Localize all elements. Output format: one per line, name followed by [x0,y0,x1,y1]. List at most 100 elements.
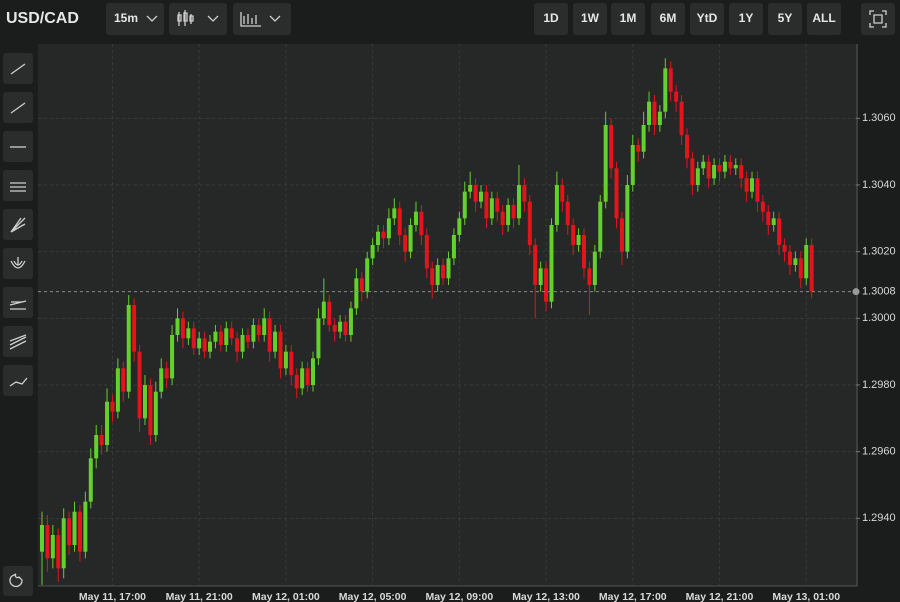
candle-body [679,101,684,135]
range-button[interactable]: YtD [690,3,724,35]
y-tick-label: 1.2960 [862,446,896,458]
range-label[interactable]: 1D [543,11,559,25]
button[interactable] [729,3,763,35]
candle-body [544,268,549,302]
candle-body [614,168,619,219]
range-button[interactable]: 5Y [768,3,802,35]
tool-icon[interactable] [9,300,27,310]
range-label[interactable]: 1W [581,11,600,25]
candle-body [424,235,429,269]
candle-body [576,235,581,245]
candle-body [587,268,592,285]
x-tick-label: May 12, 05:00 [339,591,407,602]
candle-body [641,125,646,152]
button[interactable] [233,3,291,35]
candle-body [630,145,635,185]
tool-button[interactable] [3,170,33,201]
indicator-select[interactable] [233,3,291,35]
candle-body [327,301,332,325]
range-button[interactable]: 6M [651,3,685,35]
candle-body [527,201,532,245]
tool-button[interactable] [3,365,33,396]
candle-body [473,185,478,202]
button[interactable] [807,3,841,35]
x-tick-label: May 12, 21:00 [686,591,754,602]
candle-body [652,101,657,125]
candle-body [717,165,722,172]
candle-body [733,165,738,169]
chevron [207,15,219,22]
candle-body [386,218,391,239]
candle-body [61,518,66,569]
range-label[interactable]: YtD [697,11,718,25]
candle-body [750,178,755,192]
range-button[interactable]: 1D [534,3,568,35]
range-label[interactable]: ALL [812,11,835,25]
range-button[interactable]: ALL [807,3,841,35]
button[interactable] [861,3,895,35]
candle-body [668,68,673,92]
chart-type-select[interactable] [169,3,227,35]
button[interactable] [534,3,568,35]
range-button[interactable]: 1M [611,3,645,35]
candle-body [690,158,695,185]
candle-body [766,211,771,225]
candle-body [262,318,267,335]
button[interactable] [651,3,685,35]
candle-body [240,335,245,352]
button[interactable] [169,3,227,35]
tool-icon[interactable] [10,63,26,75]
button[interactable] [768,3,802,35]
candle-body [457,218,462,235]
button[interactable] [611,3,645,35]
tool-button[interactable] [3,566,33,596]
candle-body [191,328,196,349]
range-button[interactable]: 1W [573,3,607,35]
candle-body [506,205,511,225]
range-label[interactable]: 6M [660,11,677,25]
candle-body [571,225,576,245]
candle-body [533,245,538,285]
drawing-tools [3,53,33,596]
candle-body [760,201,765,212]
range-button[interactable]: 1Y [729,3,763,35]
candle-body [538,268,543,285]
tool-icon[interactable] [10,102,26,114]
candle-body [50,535,55,559]
candle-body [419,211,424,235]
interval-select[interactable]: 15m [106,3,164,35]
range-label[interactable]: 1M [620,11,637,25]
candle-body [132,305,137,352]
button[interactable] [690,3,724,35]
magnet-icon[interactable] [9,573,23,588]
y-tick-label: 1.3020 [862,246,896,258]
tool-icon[interactable] [9,377,28,387]
candle-body [625,185,630,252]
tool-icon[interactable] [9,334,27,350]
candle-body [115,368,120,412]
button[interactable] [573,3,607,35]
range-label[interactable]: 1Y [739,11,754,25]
tool-icon[interactable] [10,257,26,269]
candle-body [777,218,782,245]
candle-body [647,101,652,125]
tool-icon[interactable] [10,217,26,233]
candle-body [706,161,711,179]
candle-body [316,318,321,359]
interval[interactable]: 15m [114,11,138,25]
fullscreen[interactable] [861,3,895,35]
candle-body [798,258,803,279]
indicator-icon [240,12,261,27]
x-tick-label: May 12, 13:00 [512,591,580,602]
candle-body [365,258,370,292]
tool-icon[interactable] [10,182,26,192]
candle-body [712,165,717,179]
candle-body [164,368,169,379]
range-label[interactable]: 5Y [778,11,793,25]
x-tick-label: May 12, 01:00 [252,591,320,602]
x-tick-label: May 11, 17:00 [79,591,146,602]
candle-body [403,235,408,252]
button[interactable] [106,3,164,35]
candle-body [273,331,278,352]
candle-body [94,435,99,459]
